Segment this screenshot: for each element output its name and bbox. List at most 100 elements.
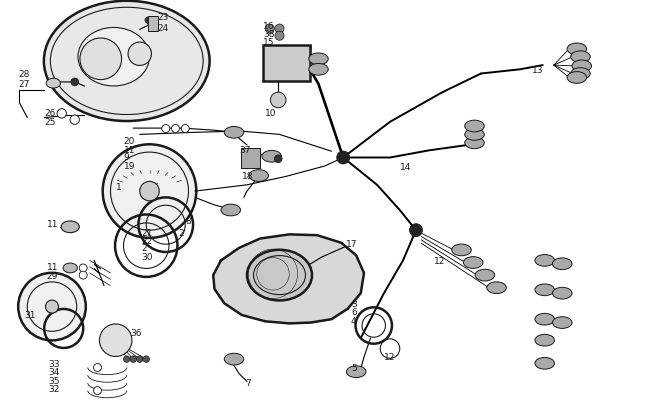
Circle shape xyxy=(275,24,284,33)
Text: 19: 19 xyxy=(124,162,135,171)
Text: 33: 33 xyxy=(49,360,60,369)
Circle shape xyxy=(70,115,79,124)
Circle shape xyxy=(46,300,58,313)
Text: 27: 27 xyxy=(18,79,30,89)
Text: 36: 36 xyxy=(130,329,142,339)
Text: 12: 12 xyxy=(384,353,395,362)
Circle shape xyxy=(79,264,87,272)
Circle shape xyxy=(172,125,179,132)
Circle shape xyxy=(337,151,350,164)
Text: 31: 31 xyxy=(25,311,36,320)
Text: 30: 30 xyxy=(142,252,153,262)
Circle shape xyxy=(57,109,66,118)
Ellipse shape xyxy=(44,1,209,121)
Ellipse shape xyxy=(224,353,244,365)
Text: 8: 8 xyxy=(185,217,191,226)
Circle shape xyxy=(94,387,101,394)
Ellipse shape xyxy=(535,313,554,325)
Text: 2: 2 xyxy=(142,244,148,253)
Ellipse shape xyxy=(535,255,554,266)
Circle shape xyxy=(94,364,101,371)
Text: 15: 15 xyxy=(263,37,275,47)
Circle shape xyxy=(143,356,150,362)
Text: 13: 13 xyxy=(532,66,543,75)
Ellipse shape xyxy=(224,126,244,138)
Text: 16: 16 xyxy=(263,21,275,31)
Ellipse shape xyxy=(221,204,240,216)
Circle shape xyxy=(136,356,143,362)
Text: 14: 14 xyxy=(400,163,411,172)
Ellipse shape xyxy=(463,257,483,268)
Text: 7: 7 xyxy=(246,378,252,388)
Ellipse shape xyxy=(78,27,150,86)
Ellipse shape xyxy=(247,250,312,300)
Ellipse shape xyxy=(571,51,590,63)
Ellipse shape xyxy=(535,334,554,346)
Ellipse shape xyxy=(535,284,554,296)
Ellipse shape xyxy=(567,43,586,55)
Text: 21: 21 xyxy=(142,228,153,238)
Text: 20: 20 xyxy=(124,137,135,147)
Ellipse shape xyxy=(465,137,484,149)
FancyBboxPatch shape xyxy=(263,45,310,81)
Ellipse shape xyxy=(46,78,60,88)
Text: 26: 26 xyxy=(44,109,56,118)
Ellipse shape xyxy=(487,282,506,294)
Text: 17: 17 xyxy=(346,240,358,249)
Circle shape xyxy=(18,273,86,340)
Ellipse shape xyxy=(309,53,328,65)
Text: 4: 4 xyxy=(351,317,357,326)
Text: 6: 6 xyxy=(351,308,357,318)
Ellipse shape xyxy=(465,129,484,140)
Circle shape xyxy=(124,356,130,362)
Text: 2: 2 xyxy=(179,228,185,238)
Text: 38: 38 xyxy=(263,30,275,39)
Circle shape xyxy=(71,78,79,86)
Circle shape xyxy=(410,224,422,236)
Circle shape xyxy=(99,324,132,357)
Ellipse shape xyxy=(465,120,484,132)
Text: 23: 23 xyxy=(157,13,169,22)
Ellipse shape xyxy=(249,170,268,181)
Ellipse shape xyxy=(346,366,366,378)
Ellipse shape xyxy=(572,60,592,72)
Circle shape xyxy=(79,271,87,279)
Ellipse shape xyxy=(552,317,572,328)
Ellipse shape xyxy=(535,357,554,369)
Text: 34: 34 xyxy=(49,368,60,378)
Circle shape xyxy=(128,42,151,66)
Text: 11: 11 xyxy=(47,220,58,229)
Ellipse shape xyxy=(567,71,586,83)
Text: 18: 18 xyxy=(242,172,254,181)
Ellipse shape xyxy=(552,258,572,270)
Text: 12: 12 xyxy=(434,257,445,266)
Text: 9: 9 xyxy=(124,153,129,163)
Text: 37: 37 xyxy=(239,146,251,155)
Circle shape xyxy=(275,31,284,40)
Ellipse shape xyxy=(552,287,572,299)
Circle shape xyxy=(140,181,159,201)
Circle shape xyxy=(274,155,282,163)
Text: 11: 11 xyxy=(124,146,135,155)
Circle shape xyxy=(265,24,274,33)
Ellipse shape xyxy=(262,150,281,162)
Text: 35: 35 xyxy=(49,377,60,386)
Text: 5: 5 xyxy=(351,364,357,373)
Ellipse shape xyxy=(309,63,328,75)
Ellipse shape xyxy=(61,221,79,233)
Polygon shape xyxy=(213,234,364,323)
Text: 28: 28 xyxy=(18,70,30,79)
Circle shape xyxy=(103,144,196,238)
Ellipse shape xyxy=(63,263,77,273)
Circle shape xyxy=(80,38,122,80)
Text: 25: 25 xyxy=(44,118,56,127)
Text: 1: 1 xyxy=(116,183,122,192)
Ellipse shape xyxy=(571,68,590,79)
Circle shape xyxy=(181,125,189,132)
Circle shape xyxy=(162,125,170,132)
FancyBboxPatch shape xyxy=(240,148,260,168)
Circle shape xyxy=(145,17,151,24)
Circle shape xyxy=(130,356,136,362)
Ellipse shape xyxy=(475,269,495,281)
Text: 24: 24 xyxy=(157,24,168,33)
